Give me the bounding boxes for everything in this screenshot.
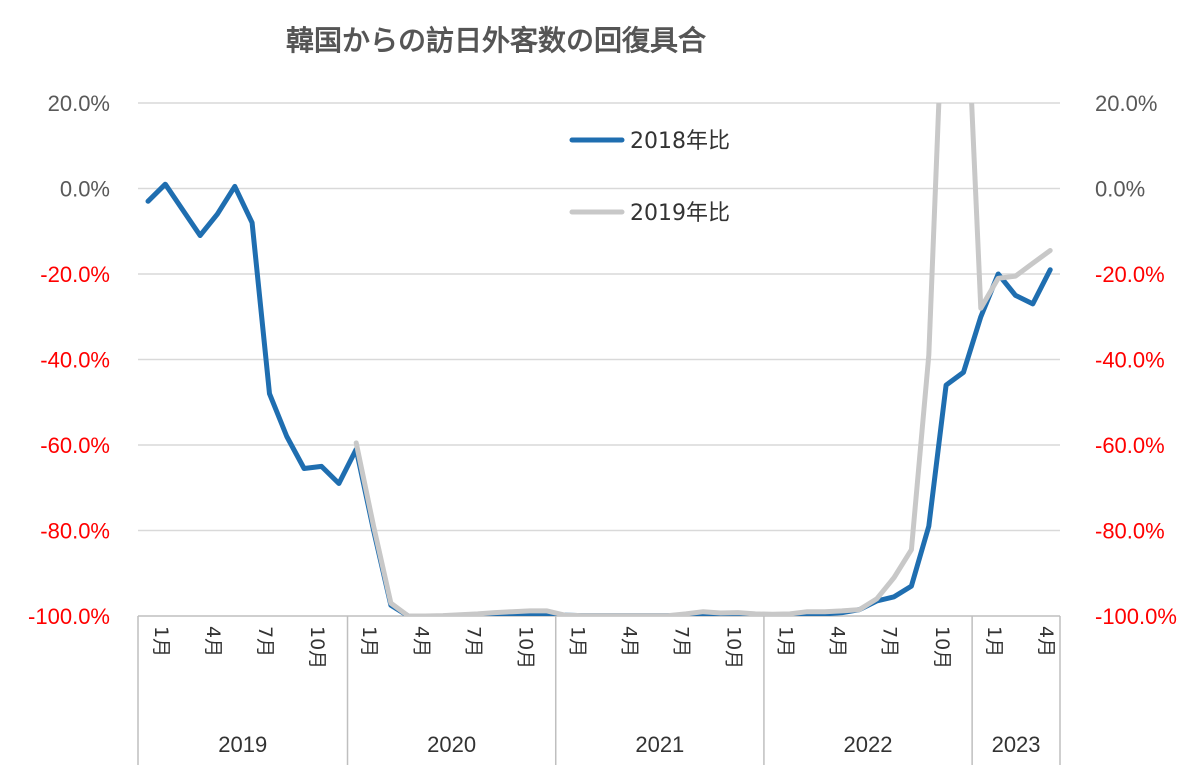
year-label: 2022	[844, 732, 893, 757]
x-axis: 1月 4月 7月 10月 1月 4月 7月 10月 1月 4月 7月 10月 1月 4月 7月 10月 1月 4月…	[137, 616, 1061, 765]
x-tick-label: 7月	[462, 626, 484, 657]
y-tick-label-left: 20.0%	[48, 91, 110, 116]
year-label: 2021	[635, 732, 684, 757]
legend-label: 2018年比	[630, 129, 730, 154]
x-tick-label: 7月	[671, 626, 693, 657]
x-tick-label: 1月	[150, 626, 172, 657]
y-tick-label-right: 20.0%	[1095, 91, 1157, 116]
y-tick-label-left: -20.0%	[40, 262, 110, 287]
x-tick-label: 4月	[618, 626, 640, 657]
x-tick-label: 1月	[566, 626, 588, 657]
year-label: 2020	[427, 732, 476, 757]
y-tick-label-right: -20.0%	[1095, 262, 1165, 287]
x-tick-label: 7月	[254, 626, 276, 657]
y-tick-label-right: -80.0%	[1095, 519, 1165, 544]
series-lines	[145, 103, 1053, 616]
y-tick-label-left: -100.0%	[28, 604, 110, 629]
legend-label: 2019年比	[630, 201, 730, 226]
x-tick-label: 4月	[827, 626, 849, 657]
x-tick-label: 1月	[983, 626, 1005, 657]
x-tick-label: 1月	[775, 626, 797, 657]
x-tick-label: 7月	[879, 626, 901, 657]
x-tick-label: 1月	[358, 626, 380, 657]
y-axis-left: 20.0% 0.0% -20.0% -40.0% -60.0% -80.0% -100.0%	[28, 91, 110, 629]
y-tick-label-left: 0.0%	[60, 177, 110, 202]
y-tick-label-right: 0.0%	[1095, 177, 1145, 202]
chart-title: 韓国からの訪日外客数の回復具合	[286, 24, 707, 57]
y-tick-label-left: -80.0%	[40, 519, 110, 544]
x-tick-label: 4月	[1035, 626, 1057, 657]
series-line	[145, 181, 1053, 616]
x-tick-label: 10月	[514, 626, 536, 669]
x-tick-label: 4月	[410, 626, 432, 657]
gridlines	[138, 102, 1060, 617]
legend: 2018年比 2019年比	[569, 129, 730, 226]
series-line	[353, 103, 1053, 616]
y-tick-label-right: -40.0%	[1095, 348, 1165, 373]
x-tick-label: 10月	[306, 626, 328, 669]
year-label: 2019	[218, 732, 267, 757]
x-tick-label: 10月	[723, 626, 745, 669]
x-tick-label: 4月	[202, 626, 224, 657]
y-axis-right: 20.0% 0.0% -20.0% -40.0% -60.0% -80.0% -100.0%	[1095, 91, 1177, 629]
y-tick-label-right: -60.0%	[1095, 433, 1165, 458]
x-tick-label: 10月	[931, 626, 953, 669]
year-label: 2023	[992, 732, 1041, 757]
y-tick-label-left: -40.0%	[40, 348, 110, 373]
y-tick-label-left: -60.0%	[40, 433, 110, 458]
y-tick-label-right: -100.0%	[1095, 604, 1177, 629]
